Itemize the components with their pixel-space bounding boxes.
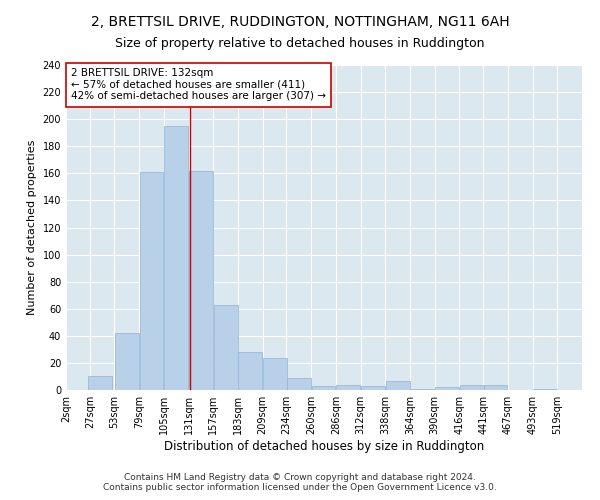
Text: Contains HM Land Registry data © Crown copyright and database right 2024.
Contai: Contains HM Land Registry data © Crown c… xyxy=(103,473,497,492)
Bar xyxy=(484,384,508,390)
Bar xyxy=(164,126,188,390)
Bar xyxy=(263,358,287,390)
Bar xyxy=(435,388,459,390)
Bar xyxy=(214,304,238,390)
Y-axis label: Number of detached properties: Number of detached properties xyxy=(27,140,37,315)
Bar xyxy=(88,376,112,390)
Bar xyxy=(287,378,311,390)
Bar xyxy=(115,333,139,390)
Bar xyxy=(361,386,385,390)
Text: Size of property relative to detached houses in Ruddington: Size of property relative to detached ho… xyxy=(115,38,485,51)
Text: 2, BRETTSIL DRIVE, RUDDINGTON, NOTTINGHAM, NG11 6AH: 2, BRETTSIL DRIVE, RUDDINGTON, NOTTINGHA… xyxy=(91,15,509,29)
Bar xyxy=(238,352,262,390)
Bar xyxy=(410,388,434,390)
Bar xyxy=(311,386,335,390)
Bar xyxy=(189,170,213,390)
Bar xyxy=(386,380,410,390)
Bar xyxy=(140,172,163,390)
X-axis label: Distribution of detached houses by size in Ruddington: Distribution of detached houses by size … xyxy=(164,440,484,453)
Bar xyxy=(533,388,557,390)
Bar xyxy=(336,384,360,390)
Text: 2 BRETTSIL DRIVE: 132sqm
← 57% of detached houses are smaller (411)
42% of semi-: 2 BRETTSIL DRIVE: 132sqm ← 57% of detach… xyxy=(71,68,326,102)
Bar xyxy=(460,384,484,390)
